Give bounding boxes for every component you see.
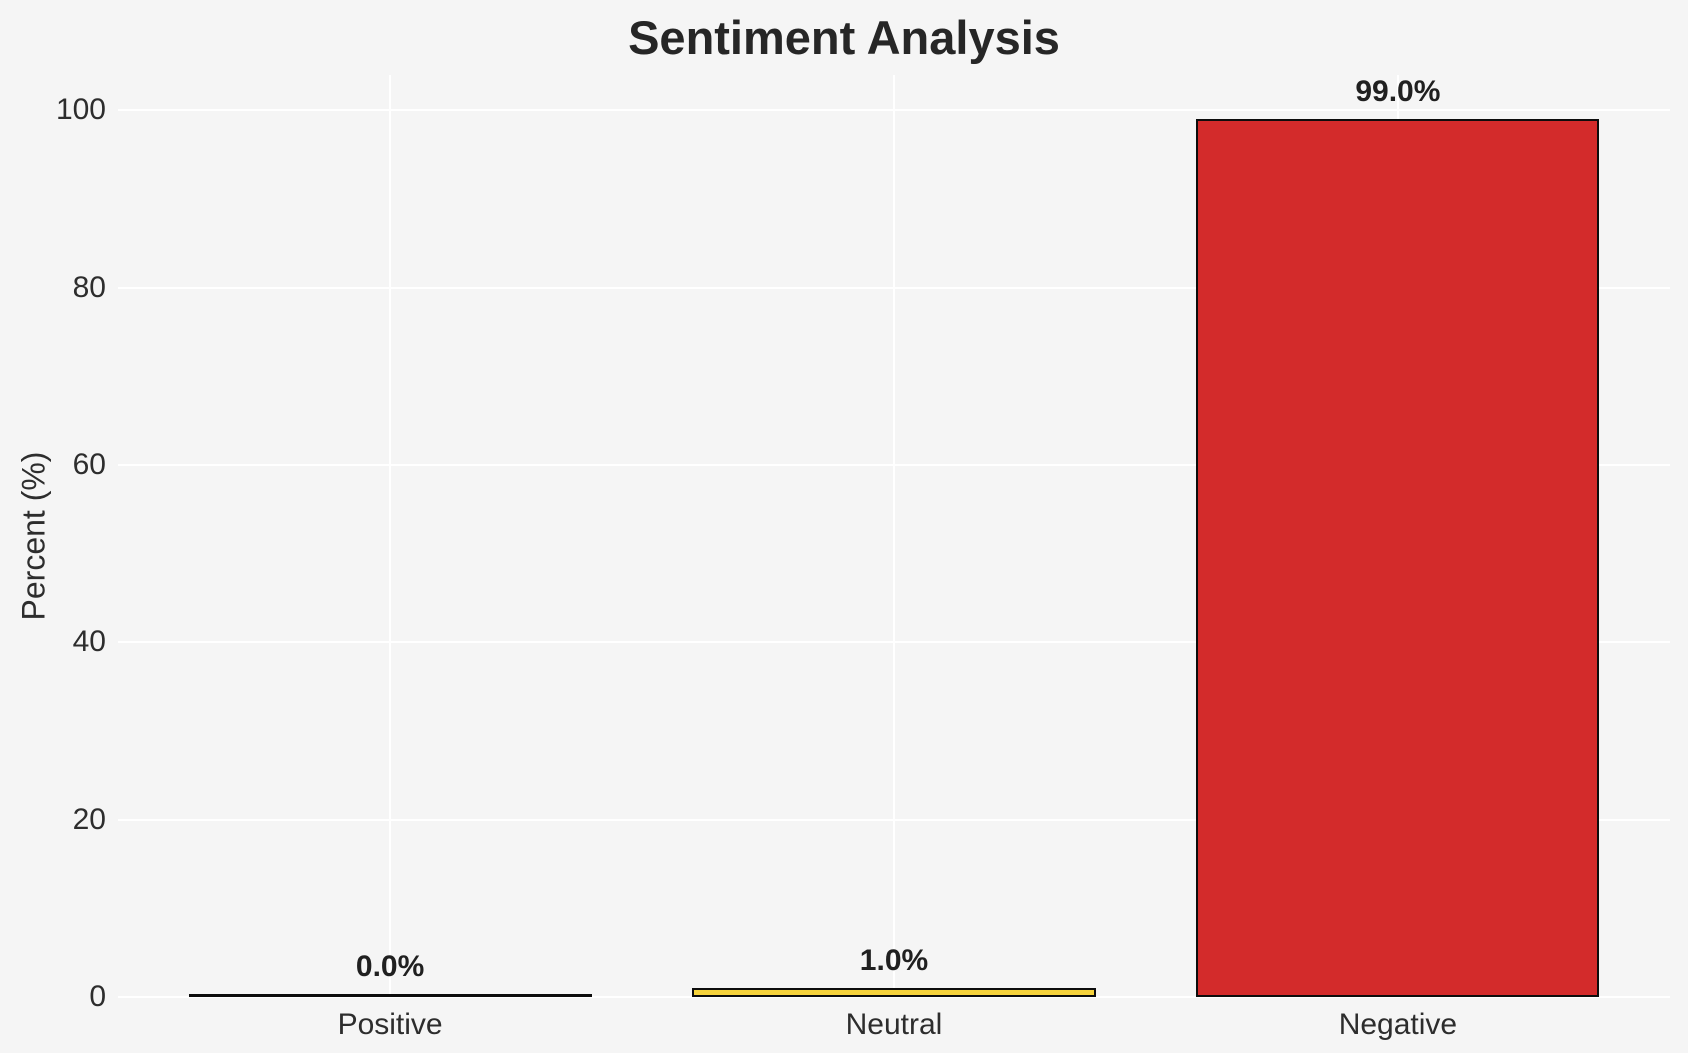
bar-value-label: 0.0% xyxy=(355,950,425,983)
x-tick-label: Negative xyxy=(1338,1008,1458,1041)
bar-positive xyxy=(188,994,592,997)
v-gridline xyxy=(893,75,895,997)
x-tick-label: Positive xyxy=(337,1008,443,1041)
bar-value-label: 99.0% xyxy=(1355,75,1441,109)
y-tick-label: 20 xyxy=(72,802,106,836)
y-tick-label: 80 xyxy=(72,270,106,304)
bar-neutral xyxy=(692,988,1096,997)
bar-value-label: 1.0% xyxy=(859,944,929,978)
x-tick-label: Neutral xyxy=(845,1008,943,1041)
bar-negative xyxy=(1196,119,1600,997)
y-tick-label: 40 xyxy=(72,625,106,659)
h-gridline xyxy=(118,996,1670,998)
y-tick-label: 100 xyxy=(55,93,106,127)
y-tick-label: 60 xyxy=(72,448,106,482)
y-tick-label: 0 xyxy=(89,980,106,1013)
chart-title: Sentiment Analysis xyxy=(628,11,1060,64)
v-gridline xyxy=(389,75,392,997)
